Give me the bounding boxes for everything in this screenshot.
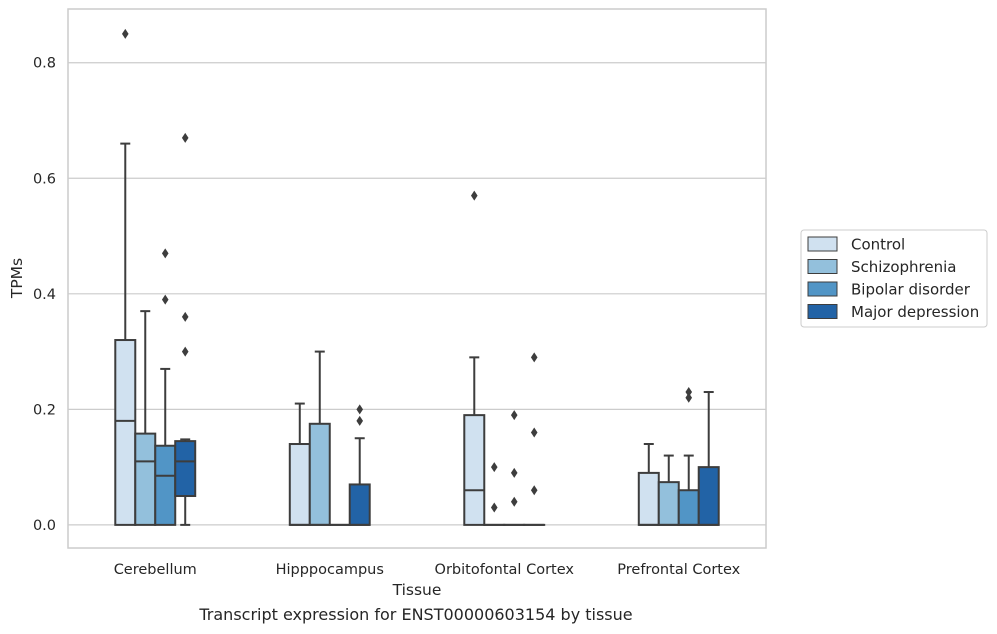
box-major-depression — [697, 391, 720, 526]
legend-swatch — [807, 281, 838, 297]
outlier-point — [181, 132, 189, 143]
y-tick-label: 0.8 — [33, 56, 56, 72]
outlier-point — [530, 427, 538, 438]
box-control — [463, 190, 486, 526]
box-body — [174, 440, 197, 498]
legend-swatch — [807, 304, 838, 319]
box-body — [657, 481, 680, 526]
x-tick-label: Cerebellum — [114, 562, 197, 578]
box-body — [463, 414, 486, 526]
legend-swatch — [807, 259, 838, 274]
outlier-point — [510, 410, 518, 421]
outlier-point — [685, 392, 693, 403]
x-tick-label: Orbitofontal Cortex — [435, 562, 575, 578]
outlier-point — [470, 190, 478, 201]
box-body — [114, 339, 137, 526]
plot-frame — [67, 8, 767, 549]
box-body — [308, 422, 331, 526]
x-tick-labels: Cerebellum Hipppocampus Orbitofontal Corte… — [114, 562, 741, 578]
outlier-point — [161, 294, 169, 305]
legend-label: Major depression — [851, 303, 979, 321]
box-bipolar-disorder — [677, 387, 700, 526]
legend-label: Schizophrenia — [851, 258, 956, 276]
legend-frame — [800, 229, 988, 328]
box-major-depression — [523, 352, 546, 526]
box-body — [677, 489, 700, 526]
box-body — [697, 466, 720, 526]
y-tick-labels: 0.0 0.2 0.4 0.6 0.8 — [33, 56, 56, 534]
box-body — [637, 471, 660, 526]
x-axis-label: Tissue — [392, 581, 442, 599]
legend-label: Control — [851, 236, 905, 254]
legend-swatch — [807, 236, 838, 252]
box-body — [288, 443, 311, 526]
y-axis-label: TPMs — [8, 258, 26, 299]
outlier-point — [490, 462, 498, 473]
y-tick-label: 0.0 — [33, 518, 56, 534]
outlier-point — [161, 248, 169, 259]
outlier-point — [356, 415, 364, 426]
box-major-depression — [174, 132, 197, 526]
box-schizophrenia — [134, 310, 157, 526]
box-body — [154, 444, 177, 526]
outlier-point — [685, 387, 693, 398]
y-tick-label: 0.6 — [33, 171, 56, 187]
outlier-point — [181, 311, 189, 322]
x-tick-label: Hipppocampus — [276, 562, 384, 578]
box-schizophrenia — [308, 350, 331, 526]
boxes — [114, 28, 720, 526]
legend: Control Schizophrenia Bipolar disorder Majo… — [800, 229, 988, 328]
box-body — [348, 483, 371, 526]
y-tick-label: 0.4 — [33, 287, 56, 303]
box-major-depression — [348, 404, 371, 526]
box-control — [114, 28, 137, 526]
x-tick-label: Prefrontal Cortex — [617, 562, 740, 578]
outlier-point — [530, 352, 538, 363]
outlier-point — [181, 346, 189, 357]
outlier-point — [490, 502, 498, 513]
outlier-point — [510, 496, 518, 507]
outlier-point — [356, 404, 364, 415]
outlier-point — [530, 485, 538, 496]
box-body — [134, 432, 157, 526]
outlier-point — [510, 467, 518, 478]
legend-label: Bipolar disorder — [851, 281, 971, 299]
outlier-point — [121, 28, 129, 39]
figure-caption: Transcript expression for ENST0000060315… — [199, 605, 633, 624]
box-schizophrenia — [657, 454, 680, 526]
y-tick-label: 0.2 — [33, 402, 56, 418]
